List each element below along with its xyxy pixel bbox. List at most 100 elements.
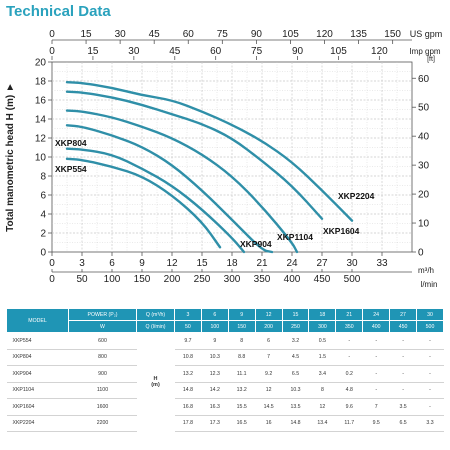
y-right-tick-label: 50 [418, 103, 430, 114]
table-header-q-m3h-value: 15 [281, 308, 310, 321]
x-m3h-tick-label: 30 [346, 258, 358, 269]
curve-label-xkp554: XKP554 [55, 164, 87, 174]
y-right-tick-label: 10 [418, 219, 430, 230]
head-value-cell: 3.3 [416, 415, 444, 432]
head-value-cell: - [362, 365, 390, 383]
x-m3h-tick-label: 21 [256, 258, 268, 269]
x-m3h-tick-label: 18 [226, 258, 238, 269]
power-cell: 1100 [68, 382, 137, 399]
head-value-cell: 0.2 [335, 365, 363, 383]
x-usgpm-tick-label: 15 [81, 29, 93, 40]
head-value-cell: - [389, 382, 417, 399]
head-value-cell: 9 [201, 332, 229, 350]
x-lmin-tick-label: 300 [224, 274, 241, 285]
pump-curve-xkp804 [65, 147, 246, 254]
x-m3h-tick-label: 24 [286, 258, 298, 269]
head-value-cell: 9.7 [174, 332, 202, 350]
x-impgpm-tick-label: 75 [251, 46, 263, 57]
power-cell: 2200 [68, 415, 137, 432]
x-impgpm-tick-label: 15 [87, 46, 99, 57]
head-value-cell: 8.8 [228, 349, 256, 366]
power-cell: 800 [68, 349, 137, 366]
y-right-tick-label: 40 [418, 132, 430, 143]
head-value-cell: 11.1 [228, 365, 256, 383]
y-tick-label: 4 [40, 210, 46, 221]
y-tick-label: 10 [35, 153, 47, 164]
head-value-cell: 17.3 [201, 415, 229, 432]
head-value-cell: 3.2 [282, 332, 309, 350]
head-value-cell: 13.2 [228, 382, 256, 399]
head-value-cell: 16.5 [228, 415, 256, 432]
x-usgpm-unit-label: US gpm [410, 29, 443, 39]
head-value-cell: 16 [255, 415, 283, 432]
y-right-tick-label: 30 [418, 161, 430, 172]
head-value-cell: - [416, 349, 444, 366]
head-value-cell: 6 [255, 332, 283, 350]
model-cell: XKP1104 [6, 382, 69, 399]
y-axis-title: Total manometric head H (m) ► [5, 82, 16, 232]
table-header-q-lmin-value: 500 [416, 320, 444, 333]
x-lmin-tick-label: 400 [284, 274, 301, 285]
curve-label-xkp904: XKP904 [240, 239, 272, 249]
y-right-tick-label: 0 [418, 248, 424, 259]
head-value-cell: 8 [308, 382, 336, 399]
table-header-q-lmin-value: 200 [254, 320, 283, 333]
x-usgpm-tick-label: 105 [282, 29, 299, 40]
head-value-cell: - [416, 398, 444, 416]
x-lmin-unit-label: l/min [421, 280, 438, 289]
x-impgpm-tick-label: 60 [210, 46, 222, 57]
table-header-row-q-lmin: W Q (l/min) 50 100 150 200 250 300 350 400 450 50… [7, 320, 444, 333]
spec-table: MODEL POWER (P₂) Q (m³/h) 3 6 9 12 15 18 21 24 2… [6, 308, 444, 432]
table-header-q-m3h-value: 12 [254, 308, 283, 321]
x-usgpm-tick-label: 45 [149, 29, 161, 40]
table-body: XKP554 600 H (m) 9.7 9 8 6 3.2 0.5- - - - XKP804 800 10… [6, 332, 444, 432]
head-value-cell: - [416, 365, 444, 383]
curve-label-xkp2204: XKP2204 [338, 191, 375, 201]
x-lmin-tick-label: 200 [164, 274, 181, 285]
x-usgpm-tick-label: 120 [316, 29, 333, 40]
head-value-cell: 16.8 [174, 398, 202, 416]
table-header-q-m3h-value: 30 [416, 308, 444, 321]
table-row: XKP1604 1600 16.8 16.3 15.5 14.5 13.5 12 9.6 7 3.5… [6, 398, 444, 416]
head-value-cell: 9.5 [362, 415, 390, 432]
table-row: XKP2204 2200 17.8 17.3 16.5 16 14.8 13.4 11.7 9.5… [6, 415, 444, 432]
table-header-model: MODEL [6, 308, 69, 333]
head-value-cell: 10.3 [282, 382, 309, 399]
head-value-cell: - [362, 332, 390, 350]
x-lmin-tick-label: 500 [344, 274, 361, 285]
head-value-cell: 13.2 [174, 365, 202, 383]
pump-curve-xkp1104 [65, 109, 299, 254]
table-header-q-lmin-value: 350 [335, 320, 364, 333]
y-tick-label: 2 [40, 229, 46, 240]
head-value-cell: 3.5 [389, 398, 417, 416]
table-header-power-unit: W [68, 320, 137, 333]
head-value-cell: 9.6 [335, 398, 363, 416]
model-cell: XKP804 [6, 349, 69, 366]
head-value-cell: 7 [255, 349, 283, 366]
pump-curve-xkp1604 [65, 90, 324, 220]
x-impgpm-tick-label: 45 [169, 46, 181, 57]
x-usgpm-tick-label: 75 [217, 29, 229, 40]
head-value-cell: 3.4 [308, 365, 336, 383]
head-symbol: H [153, 376, 158, 383]
x-m3h-tick-label: 15 [196, 258, 208, 269]
x-usgpm-tick-label: 150 [384, 29, 401, 40]
head-value-cell: 14.5 [255, 398, 283, 416]
y-tick-label: 20 [35, 58, 47, 69]
head-unit: (m) [151, 382, 160, 389]
model-cell: XKP2204 [6, 415, 69, 432]
x-impgpm-unit-label: Imp gpm [409, 47, 440, 56]
table-header-q-lmin-value: 300 [308, 320, 337, 333]
table-header-q-lmin-value: 50 [174, 320, 202, 333]
table-header-q-m3h-value: 9 [227, 308, 256, 321]
table-header-q-m3h-value: 27 [389, 308, 418, 321]
x-usgpm-tick-label: 30 [115, 29, 127, 40]
table-header-q-lmin-value: 450 [389, 320, 418, 333]
x-usgpm-tick-label: 135 [350, 29, 367, 40]
table-header-q-lmin-value: 400 [362, 320, 391, 333]
head-value-cell: 9.2 [255, 365, 283, 383]
pump-curve-xkp904 [65, 124, 274, 254]
head-value-cell: 16.3 [201, 398, 229, 416]
y-tick-label: 8 [40, 172, 46, 183]
head-value-cell: 11.7 [335, 415, 363, 432]
